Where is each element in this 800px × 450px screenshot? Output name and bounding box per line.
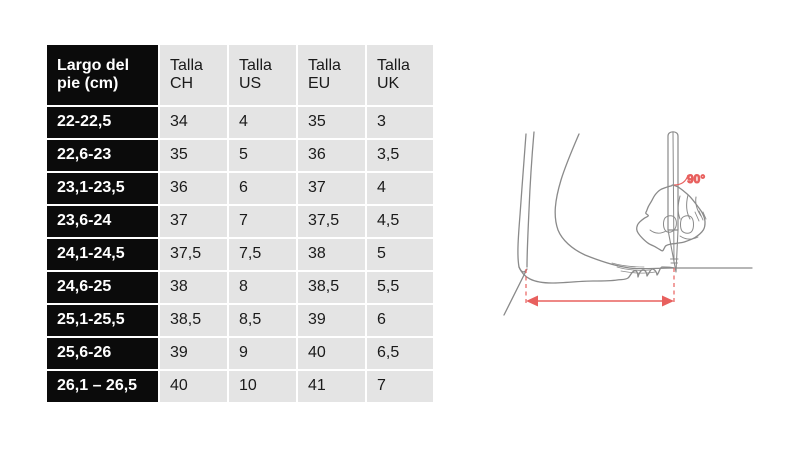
svg-text:90°: 90°: [687, 172, 705, 186]
